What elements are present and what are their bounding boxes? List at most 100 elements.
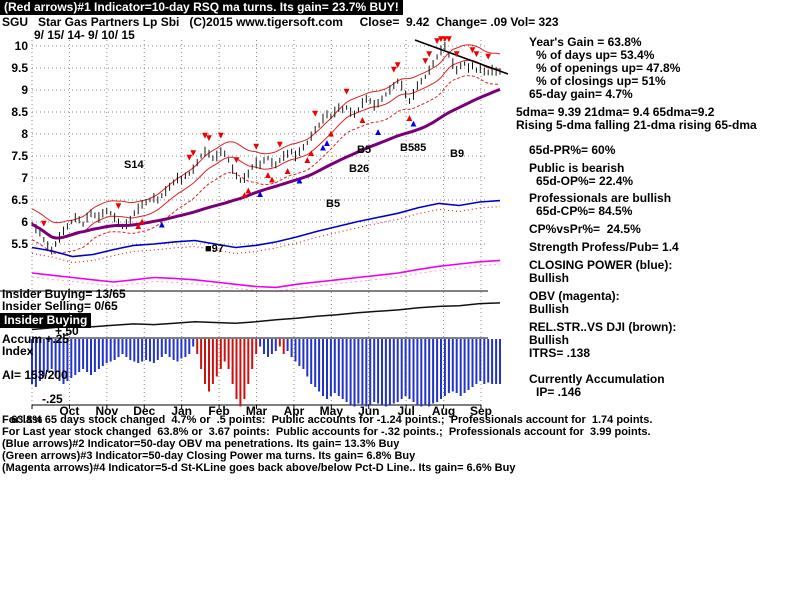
long-ma-line: [31, 87, 501, 240]
svg-text:▼: ▼: [188, 148, 198, 159]
accum-plus50-label: +.50: [55, 324, 79, 338]
indicator3-line: (Green arrows)#3 Indicator=50-day Closin…: [2, 450, 416, 462]
insider-selling-count: Insider Selling= 0/65: [2, 299, 118, 313]
closing-power-label: CLOSING POWER (blue):: [529, 258, 673, 272]
svg-text:▲: ▲: [322, 138, 332, 149]
svg-text:7.5: 7.5: [11, 149, 28, 163]
svg-text:▼: ▼: [468, 45, 478, 56]
accumulation-histogram: [31, 339, 501, 407]
svg-text:Apr: Apr: [284, 404, 305, 418]
stat-dma-values: 5dma= 9.39 21dma= 9.4 65dma=9.2: [516, 105, 715, 119]
svg-text:Jan: Jan: [171, 404, 192, 418]
svg-text:▼: ▼: [452, 49, 462, 60]
svg-text:▼: ▼: [232, 155, 242, 166]
indicator-banner: (Red arrows)#1 Indicator=10-day RSQ ma t…: [0, 0, 403, 15]
svg-text:8: 8: [21, 127, 28, 141]
svg-text:Aug: Aug: [432, 404, 455, 418]
accum-minus25-label: -.25: [42, 392, 63, 406]
svg-text:▲: ▲: [133, 221, 143, 232]
signal-arrows: ▼▼▼▼▼▼ ▼▼▼ ▼▼▼▼▼ ▼▼▼▼▼▼▼ ▼▼ ▼▲▲▲▲▲▲▲▲▲▲▲ ▲▲▲▲▲…: [39, 34, 493, 232]
stat-openings-up: % of openings up= 47.8%: [536, 61, 681, 75]
closing-power-status: Bullish: [529, 271, 570, 285]
svg-text:Sep: Sep: [470, 404, 492, 418]
svg-text:▲: ▲: [373, 127, 383, 138]
svg-text:▼: ▼: [114, 201, 124, 212]
svg-text:▼: ▼: [342, 87, 352, 98]
insider-buying-count: Insider Buying= 13/65: [2, 287, 126, 301]
svg-text:▼: ▼: [471, 49, 481, 60]
svg-text:Nov: Nov: [95, 404, 118, 418]
stat-65d-op: 65d-OP%= 22.4%: [536, 174, 634, 188]
svg-text:▲: ▲: [302, 155, 312, 166]
svg-text:■97: ■97: [205, 243, 224, 255]
svg-text:7: 7: [21, 171, 28, 185]
stat-years-gain: Year's Gain = 63.8%: [529, 35, 642, 49]
x-axis-labels: Oct Nov Dec Jan Feb Mar Apr May Jun Jul Aug Sep: [59, 404, 492, 418]
stat-65day-gain: 65-day gain= 4.7%: [529, 87, 633, 101]
svg-text:▼: ▼: [440, 34, 450, 45]
closing-power-line: [31, 199, 501, 264]
date-range: 9/ 15/ 14- 9/ 10/ 15: [34, 28, 135, 42]
insider-buying-flag: Insider Buying: [0, 313, 92, 328]
stat-65d-pr: 65d-PR%= 60%: [529, 143, 616, 157]
svg-text:▲: ▲: [357, 115, 367, 126]
svg-text:▲: ▲: [318, 143, 328, 154]
svg-text:S14: S14: [124, 159, 144, 171]
svg-text:B5: B5: [357, 144, 371, 156]
svg-text:9.5: 9.5: [11, 61, 28, 75]
relstr-status: Bullish: [529, 333, 570, 347]
stat-65d-cp: 65d-CP%= 84.5%: [536, 204, 633, 218]
stat-itrs: ITRS= .138: [529, 346, 591, 360]
svg-text:▼: ▼: [389, 65, 399, 76]
trading-bands: [31, 44, 501, 254]
svg-text:▲: ▲: [243, 186, 253, 197]
svg-text:▲: ▲: [294, 176, 304, 187]
svg-text:▼: ▼: [251, 142, 261, 153]
obv-label: OBV (magenta):: [529, 289, 620, 303]
svg-text:▼: ▼: [39, 219, 49, 230]
svg-text:Mar: Mar: [246, 404, 268, 418]
svg-text:B585: B585: [400, 142, 426, 154]
svg-text:▼: ▼: [184, 153, 194, 164]
stat-closings-up: % of closings up= 51%: [536, 74, 666, 88]
svg-text:10: 10: [15, 39, 29, 53]
svg-text:▲: ▲: [283, 166, 293, 177]
relative-strength-line: [31, 302, 501, 331]
svg-text:▲: ▲: [263, 170, 273, 181]
svg-text:▼: ▼: [393, 60, 403, 71]
grid: [31, 40, 488, 405]
svg-text:▼: ▼: [424, 49, 434, 60]
svg-text:8.5: 8.5: [11, 105, 28, 119]
summary-65d-overlay: 63.8%: [11, 414, 43, 426]
svg-text:Jul: Jul: [397, 404, 414, 418]
svg-text:6.5: 6.5: [11, 193, 28, 207]
chart-annotations: S14 ■97 B5 B26 B5 B585 B9: [124, 142, 464, 255]
svg-text:B26: B26: [349, 163, 369, 175]
indicator4-line: (Magenta arrows)#4 Indicator=5-d St-KLin…: [2, 462, 516, 474]
stat-public-sentiment: Public is bearish: [529, 161, 625, 175]
price-candles: [31, 42, 501, 255]
stat-cp-vs-pr: CP%vsPr%= 24.5%: [529, 222, 641, 236]
svg-text:▼: ▼: [444, 34, 454, 45]
svg-text:Jun: Jun: [358, 404, 379, 418]
svg-text:▼: ▼: [275, 139, 285, 150]
svg-text:B9: B9: [450, 148, 464, 160]
svg-text:B5: B5: [326, 198, 340, 210]
stat-dma-trends: Rising 5-dma falling 21-dma rising 65-dm…: [516, 118, 757, 132]
summary-65d: For last 65 days stock changed 4.7% or .…: [2, 414, 653, 426]
svg-text:5.5: 5.5: [11, 237, 28, 251]
accum-label: Accum +.25: [2, 332, 70, 346]
stat-strength-ratio: Strength Profess/Pub= 1.4: [529, 240, 679, 254]
svg-text:Feb: Feb: [208, 404, 229, 418]
svg-text:▲: ▲: [157, 220, 167, 231]
trend-line: [414, 39, 509, 75]
accum-ai-value: AI= 153/200: [2, 368, 68, 382]
svg-text:▲: ▲: [326, 128, 336, 139]
obv-status: Bullish: [529, 302, 570, 316]
svg-text:▼: ▼: [216, 131, 226, 142]
svg-text:▼: ▼: [200, 131, 210, 142]
accum-index-label: Index: [2, 344, 34, 358]
svg-text:▲: ▲: [405, 113, 415, 124]
